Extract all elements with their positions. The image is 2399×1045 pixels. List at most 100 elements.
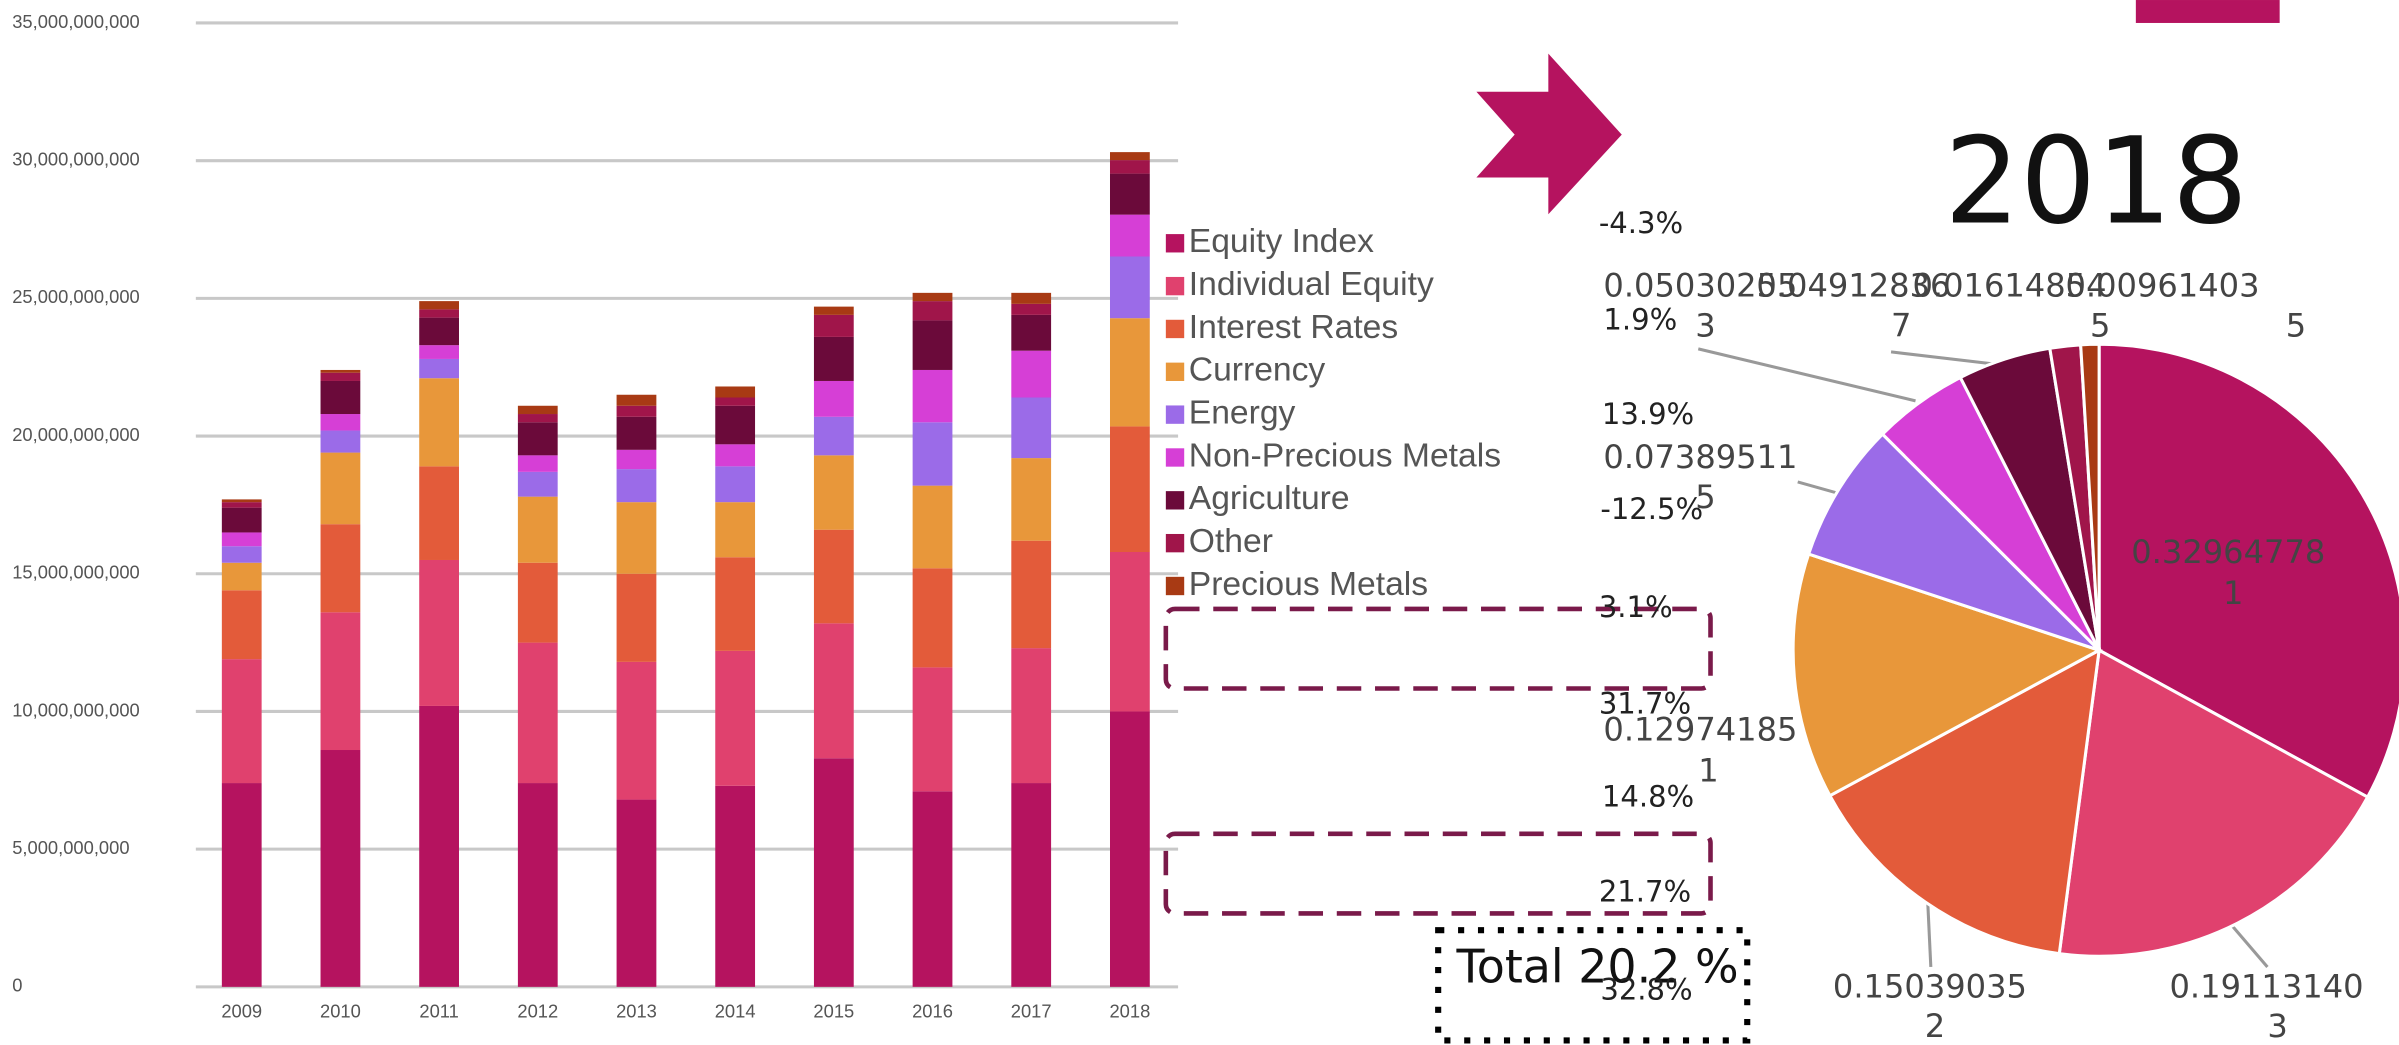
- legend-label: Currency: [1189, 352, 1326, 389]
- bar-segment: [320, 750, 361, 987]
- bar-segment: [517, 496, 558, 563]
- growth-annotation: 3.1%: [1599, 590, 1673, 624]
- bar-segment: [616, 449, 657, 470]
- label-line: 0.12974185: [1603, 710, 1797, 748]
- pie-value-label: 0.19113140 3: [2170, 967, 2364, 1045]
- dashed-box: [1163, 606, 1713, 691]
- legend-label: Equity Index: [1189, 223, 1374, 260]
- pie-value-label: 0.15039035 2: [1833, 967, 2027, 1045]
- y-tick-label: 25,000,000,000: [12, 286, 140, 307]
- pie-slice: [2079, 342, 2101, 651]
- bar-segment: [221, 562, 262, 591]
- label-line: 0.05030255: [1603, 267, 1797, 305]
- bar-segment: [419, 378, 459, 467]
- dotted-box: [1435, 927, 1751, 1044]
- label-line: 0.15039035: [1833, 967, 2027, 1005]
- growth-annotation: 31.7%: [1599, 686, 1691, 720]
- bar-segment: [715, 502, 756, 558]
- bar-segment: [1109, 214, 1150, 257]
- bar-segment: [1011, 314, 1052, 351]
- label-line: 5: [1695, 478, 1715, 516]
- bar-segment: [221, 783, 262, 987]
- bar-segment: [715, 785, 756, 987]
- label-line: 0.07389511: [1603, 438, 1797, 476]
- dashed-box: [1163, 831, 1713, 916]
- bar-segment: [616, 469, 657, 503]
- bar-segment: [1011, 540, 1052, 649]
- y-tick-label: 35,000,000,000: [12, 11, 140, 32]
- x-tick-label: 2011: [419, 1001, 458, 1022]
- bar-segment: [517, 422, 558, 456]
- x-tick-label: 2016: [912, 1001, 953, 1022]
- bar-segment: [419, 317, 459, 346]
- label-line: 0.04912836: [1756, 267, 1950, 305]
- growth-annotation: -12.5%: [1600, 492, 1703, 526]
- bar-segment: [912, 791, 953, 987]
- growth-annotation: 13.9%: [1602, 397, 1694, 431]
- x-tick-label: 2012: [517, 1001, 558, 1022]
- y-tick-label: 5,000,000,000: [12, 837, 129, 858]
- legend-swatch: [1165, 234, 1185, 253]
- legend-swatch: [1165, 533, 1185, 553]
- label-line: 5: [2090, 306, 2110, 344]
- bar-segment: [320, 524, 361, 613]
- legend-label: Non-Precious Metals: [1189, 437, 1501, 474]
- arrow: [1476, 53, 1622, 215]
- x-tick-label: 2013: [616, 1001, 657, 1022]
- growth-annotation: -4.3%: [1599, 206, 1683, 240]
- bar-segment: [616, 799, 657, 987]
- bar-segment: [813, 623, 854, 759]
- bar-segment: [912, 369, 953, 423]
- growth-annotation: 32.8%: [1600, 972, 1692, 1006]
- leader-lines: [1697, 347, 2269, 968]
- legend-label: Other: [1189, 523, 1273, 560]
- bar-segment: [1011, 648, 1052, 784]
- bar-segment: [419, 466, 459, 560]
- bar-segment: [221, 499, 262, 503]
- bar-segment: [320, 452, 361, 525]
- bar-segment: [715, 386, 756, 398]
- bar-segment: [320, 380, 361, 415]
- total-label: Total 20.2 %: [1456, 940, 1739, 994]
- bar-segment: [1109, 160, 1150, 174]
- bar-segment: [320, 372, 361, 381]
- bar-segment: [221, 507, 262, 533]
- bar-segment: [616, 573, 657, 662]
- label-line: 3: [2267, 1007, 2287, 1045]
- legend-swatch: [1165, 576, 1185, 596]
- growth-annotation: 1.9%: [1603, 302, 1677, 336]
- bar-segment: [715, 650, 756, 786]
- pie-value-label: 0.05030255 3: [1603, 267, 1797, 345]
- bar-segment: [715, 466, 756, 503]
- bar-segment: [616, 416, 657, 450]
- pie-value-label: 0.01614854 5: [1912, 267, 2110, 345]
- legend-label: Energy: [1189, 395, 1296, 432]
- bar-segment: [813, 416, 854, 456]
- bar-segment: [320, 430, 361, 453]
- bar-segment: [517, 414, 558, 423]
- bar-segment: [912, 292, 953, 302]
- growth-annotation: 14.8%: [1602, 780, 1694, 814]
- bar-segment: [616, 502, 657, 574]
- y-tick-label: 10,000,000,000: [12, 699, 140, 720]
- x-tick-label: 2014: [715, 1001, 756, 1022]
- bar-segment: [616, 394, 657, 406]
- bar-segment: [221, 532, 262, 547]
- x-tick-label: 2017: [1011, 1001, 1052, 1022]
- bar-segment: [715, 405, 756, 445]
- bar-segment: [1109, 318, 1150, 427]
- bar-segment: [221, 659, 262, 784]
- legend-swatch: [1165, 491, 1185, 510]
- bar-segment: [320, 612, 361, 751]
- pie-value-label: 0.32964778 1: [2131, 533, 2325, 612]
- x-tick-label: 2015: [813, 1001, 854, 1022]
- bar-segment: [1109, 256, 1150, 319]
- bar-segment: [1011, 783, 1052, 987]
- bar-segment: [813, 529, 854, 624]
- legend-swatch: [1165, 448, 1185, 467]
- pie-title: 2018: [1944, 112, 2248, 251]
- pie-value-label: 0.009614035: [2065, 267, 2306, 345]
- pie-value-label: 0.04912836 7: [1756, 267, 1950, 345]
- bar-segment: [1011, 303, 1052, 315]
